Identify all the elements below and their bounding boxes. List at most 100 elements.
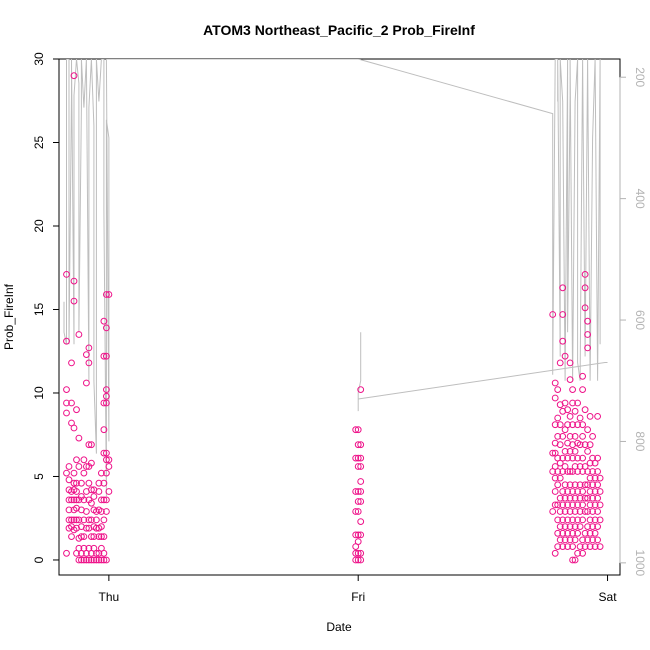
data-point xyxy=(581,406,589,414)
data-point xyxy=(75,516,83,524)
data-point xyxy=(83,508,90,515)
data-point xyxy=(559,454,567,462)
right-tick-label: 1000 xyxy=(633,550,647,577)
data-point xyxy=(559,529,567,537)
fireinf-points xyxy=(63,72,604,564)
data-point xyxy=(589,433,596,440)
data-point xyxy=(100,317,108,325)
data-point xyxy=(579,501,586,509)
data-point xyxy=(63,271,70,278)
data-point xyxy=(594,494,601,502)
data-point xyxy=(579,488,586,495)
data-point xyxy=(354,441,362,449)
data-point xyxy=(95,556,103,564)
data-point xyxy=(352,549,360,557)
data-point xyxy=(574,549,581,557)
data-point xyxy=(83,351,90,359)
data-point xyxy=(591,501,599,509)
data-point xyxy=(564,516,571,524)
data-point xyxy=(100,352,108,360)
data-point xyxy=(556,508,564,515)
data-point xyxy=(594,536,601,544)
data-point xyxy=(95,488,103,495)
data-point xyxy=(571,448,579,455)
data-point xyxy=(90,533,98,540)
data-point xyxy=(73,406,80,414)
data-point xyxy=(354,426,362,434)
data-point xyxy=(561,536,569,544)
data-point xyxy=(354,498,362,505)
data-point xyxy=(569,501,576,509)
data-point xyxy=(584,344,591,352)
data-point xyxy=(571,433,579,440)
data-point xyxy=(70,277,78,285)
data-point xyxy=(88,556,95,564)
data-point xyxy=(594,413,601,420)
data-point xyxy=(581,481,589,489)
data-point xyxy=(549,449,557,457)
data-point xyxy=(68,496,75,504)
data-point xyxy=(554,386,562,394)
data-point xyxy=(352,488,360,495)
data-point xyxy=(561,399,569,407)
y-tick-label: 30 xyxy=(32,52,46,66)
data-point xyxy=(556,359,564,367)
data-point xyxy=(586,474,594,482)
data-point xyxy=(554,543,562,550)
data-point xyxy=(80,556,88,564)
data-point xyxy=(88,516,95,524)
data-point xyxy=(93,516,100,524)
data-point xyxy=(85,344,93,352)
data-point xyxy=(83,463,90,470)
data-point xyxy=(589,494,596,502)
data-point xyxy=(554,468,562,475)
data-point xyxy=(564,468,571,475)
data-point xyxy=(100,496,108,504)
data-point xyxy=(549,311,557,318)
data-point xyxy=(559,311,567,318)
data-point xyxy=(85,516,93,524)
data-point xyxy=(586,516,594,524)
data-point xyxy=(80,533,88,540)
data-point xyxy=(354,531,362,539)
data-point xyxy=(103,352,110,360)
data-point xyxy=(566,413,574,420)
data-point xyxy=(586,488,594,495)
data-point xyxy=(576,414,584,422)
data-point xyxy=(561,481,569,489)
data-point xyxy=(352,531,360,539)
series-line-3 xyxy=(358,362,608,400)
data-point xyxy=(63,469,70,477)
data-point xyxy=(596,474,604,482)
data-point xyxy=(352,508,360,515)
data-point xyxy=(93,549,100,557)
data-point xyxy=(584,448,591,455)
data-point xyxy=(569,543,576,550)
data-point xyxy=(566,376,574,384)
data-point xyxy=(70,297,78,305)
data-point xyxy=(581,284,589,292)
data-point xyxy=(65,506,73,514)
data-point xyxy=(103,324,110,332)
y-axis: 0 5 10 15 20 25 30 xyxy=(32,52,60,563)
data-point xyxy=(90,556,98,564)
data-point xyxy=(103,291,110,298)
grey-lines xyxy=(63,59,608,497)
data-point xyxy=(85,359,93,367)
data-point xyxy=(551,501,559,509)
data-point xyxy=(581,543,589,550)
data-point xyxy=(354,488,362,495)
data-point xyxy=(65,516,73,524)
data-point xyxy=(103,386,110,394)
data-point xyxy=(596,543,604,550)
data-point xyxy=(586,501,594,509)
data-point xyxy=(63,549,70,557)
data-point xyxy=(579,433,586,440)
right-tick-label: 200 xyxy=(633,67,647,87)
data-point xyxy=(586,529,594,537)
data-point xyxy=(100,516,108,524)
data-point xyxy=(569,529,576,537)
data-point xyxy=(103,496,110,504)
data-point xyxy=(98,496,105,504)
data-point xyxy=(569,386,576,394)
